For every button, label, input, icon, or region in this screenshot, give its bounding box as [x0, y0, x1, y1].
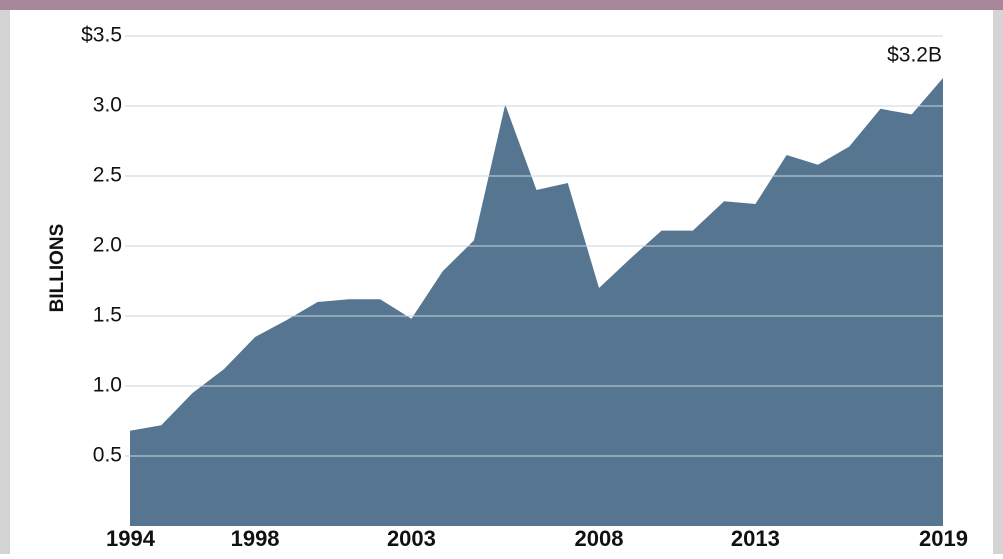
area: [130, 78, 943, 526]
x-tick-label: 1998: [231, 526, 280, 551]
annotation: $3.2B: [887, 44, 942, 67]
x-tick-label: 1994: [106, 526, 156, 551]
y-tick-label: 0.5: [93, 444, 122, 467]
y-tick-label: 3.0: [93, 94, 122, 117]
y-tick-label: 2.0: [93, 234, 122, 257]
x-tick-label: 2013: [731, 526, 780, 551]
y-tick-label: 1.5: [93, 304, 122, 327]
y-axis-label: BILLIONS: [47, 224, 68, 313]
y-tick-label: 1.0: [93, 374, 122, 397]
top-band: [0, 0, 1003, 10]
x-tick-label: 2008: [575, 526, 624, 551]
x-tick-label: 2019: [919, 526, 968, 551]
y-tick-label: $3.5: [81, 24, 122, 47]
x-tick-label: 2003: [387, 526, 436, 551]
left-border: [0, 10, 10, 554]
y-tick-label: 2.5: [93, 164, 122, 187]
right-border: [993, 10, 1003, 554]
